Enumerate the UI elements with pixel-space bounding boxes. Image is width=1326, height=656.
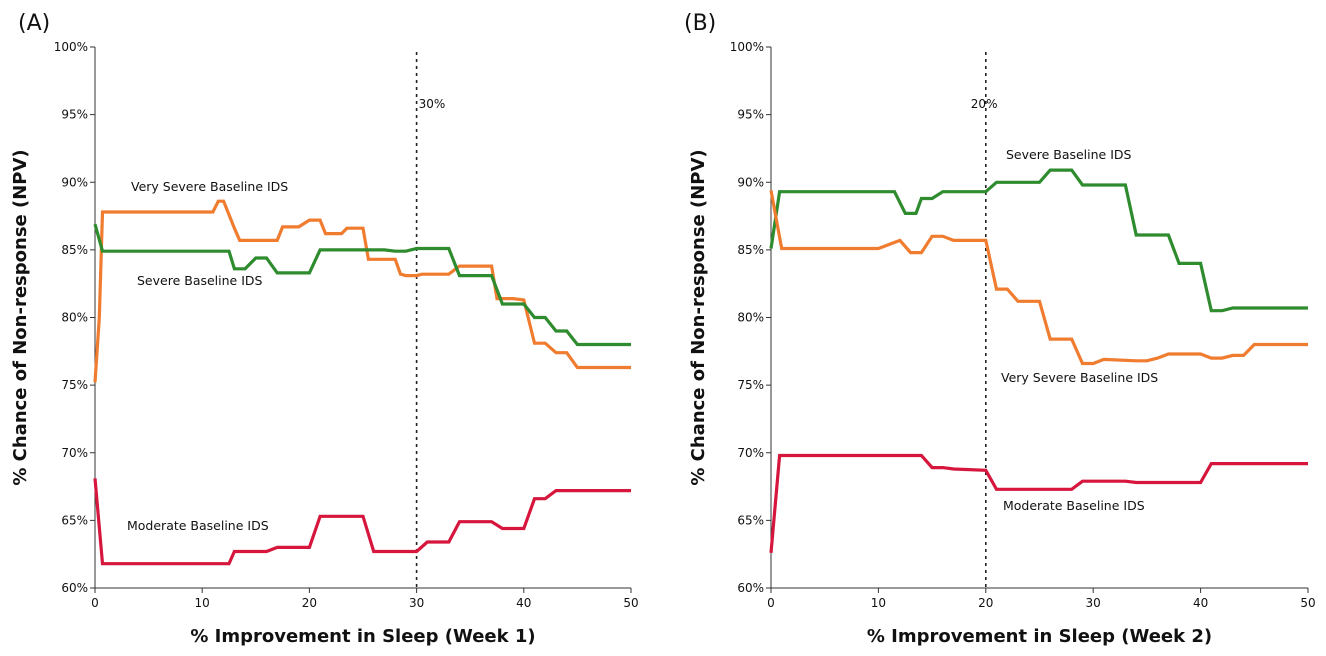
x-tick-label: 30 [409, 596, 424, 610]
y-tick-label: 90% [737, 175, 764, 189]
series-line-moderate-baseline-ids [93, 478, 631, 566]
y-tick-label: 70% [737, 446, 764, 460]
y-axis-title: % Chance of Non-response (NPV) [688, 149, 709, 485]
y-tick-label: 75% [737, 378, 764, 392]
x-tick-label: 40 [1193, 596, 1208, 610]
x-tick-label: 0 [767, 596, 775, 610]
y-tick-label: 95% [61, 108, 88, 122]
y-tick-label: 100% [730, 40, 764, 54]
x-axis-title: % Improvement in Sleep (Week 1) [190, 626, 535, 647]
x-tick-label: 20 [978, 596, 993, 610]
series-label-moderate-baseline-ids: Moderate Baseline IDS [127, 518, 269, 533]
x-tick-label: 10 [871, 596, 886, 610]
panel-letter: (A) [18, 11, 50, 36]
series-label-severe-baseline-ids: Severe Baseline IDS [137, 273, 263, 288]
x-tick-label: 30 [1086, 596, 1101, 610]
y-tick-label: 60% [737, 581, 764, 595]
y-tick-label: 90% [61, 175, 88, 189]
series-line-very-severe-baseline-ids [93, 199, 631, 383]
y-tick-label: 65% [737, 513, 764, 527]
y-tick-label: 80% [737, 311, 764, 325]
series-label-severe-baseline-ids: Severe Baseline IDS [1006, 147, 1132, 162]
series-label-very-severe-baseline-ids: Very Severe Baseline IDS [1001, 370, 1158, 385]
x-tick-label: 20 [302, 596, 317, 610]
y-tick-label: 85% [61, 243, 88, 257]
reference-line-label: 30% [419, 97, 446, 111]
y-tick-label: 95% [737, 108, 764, 122]
series-line-moderate-baseline-ids [769, 453, 1308, 553]
chart-panel-a: (A) 60% 65% 70% 75% 80% 85% 90% 95% 100% 0 10 20 30 40… [10, 11, 639, 647]
series-label-very-severe-baseline-ids: Very Severe Baseline IDS [131, 179, 288, 194]
y-tick-label: 65% [61, 513, 88, 527]
x-tick-label: 10 [195, 596, 210, 610]
y-tick-label: 100% [54, 40, 88, 54]
x-tick-label: 40 [516, 596, 531, 610]
y-axis-title: % Chance of Non-response (NPV) [10, 149, 31, 485]
series-label-moderate-baseline-ids: Moderate Baseline IDS [1003, 498, 1145, 513]
y-tick-label: 60% [61, 581, 88, 595]
series-line-severe-baseline-ids [93, 223, 631, 347]
y-tick-label: 70% [61, 446, 88, 460]
series-line-severe-baseline-ids [769, 168, 1308, 313]
y-tick-label: 85% [737, 243, 764, 257]
x-tick-label: 50 [623, 596, 638, 610]
x-tick-label: 50 [1300, 596, 1315, 610]
x-axis-title: % Improvement in Sleep (Week 2) [867, 626, 1212, 647]
y-tick-label: 80% [61, 311, 88, 325]
series-line-very-severe-baseline-ids [769, 190, 1308, 366]
chart-panel-b: (B) 60% 65% 70% 75% 80% 85% 90% 95% 100% 0 10 20 30 40… [684, 11, 1316, 647]
reference-line-label: 20% [971, 97, 998, 111]
x-tick-label: 0 [91, 596, 99, 610]
y-tick-label: 75% [61, 378, 88, 392]
panel-letter: (B) [684, 11, 716, 36]
